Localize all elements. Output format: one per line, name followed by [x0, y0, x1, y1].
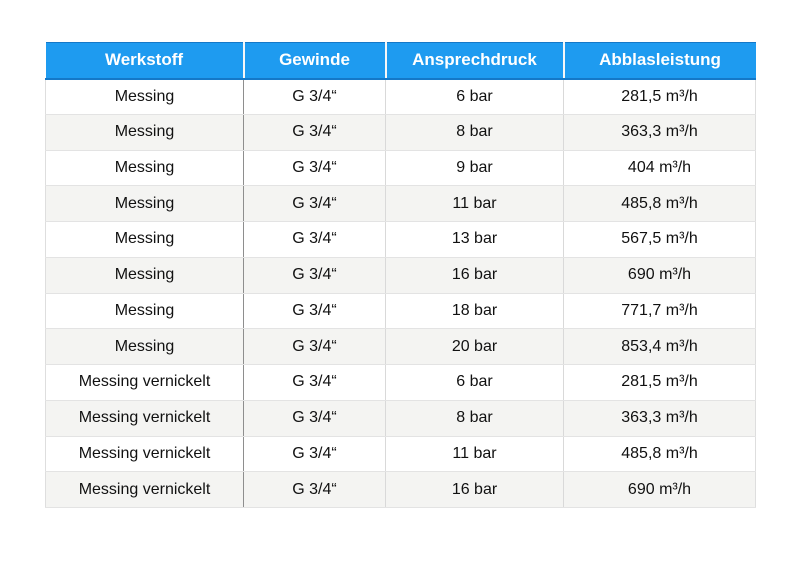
cell-gewinde: G 3/4“: [243, 257, 386, 294]
table-row: Messing G 3/4“ 18 bar 771,7 m³/h: [45, 293, 756, 330]
cell-abblasleistung: 485,8 m³/h: [563, 436, 756, 473]
cell-werkstoff: Messing: [45, 114, 244, 151]
cell-ansprechdruck: 8 bar: [385, 400, 564, 437]
table-row: Messing G 3/4“ 8 bar 363,3 m³/h: [45, 114, 756, 151]
cell-werkstoff: Messing: [45, 328, 244, 365]
cell-abblasleistung: 404 m³/h: [563, 150, 756, 187]
cell-abblasleistung: 690 m³/h: [563, 257, 756, 294]
col-header-gewinde: Gewinde: [242, 42, 386, 80]
table-body: Messing G 3/4“ 6 bar 281,5 m³/h Messing G 3/4…: [45, 78, 756, 508]
cell-gewinde: G 3/4“: [243, 185, 386, 222]
table-row: Messing vernickelt G 3/4“ 11 bar 485,8 m³/h: [45, 436, 756, 473]
spec-table: Werkstoff Gewinde Ansprechdruck Abblasle…: [45, 42, 756, 508]
cell-werkstoff: Messing vernickelt: [45, 471, 244, 508]
cell-abblasleistung: 485,8 m³/h: [563, 185, 756, 222]
cell-ansprechdruck: 8 bar: [385, 114, 564, 151]
cell-ansprechdruck: 6 bar: [385, 78, 564, 115]
table-row: Messing vernickelt G 3/4“ 8 bar 363,3 m³/h: [45, 400, 756, 437]
col-header-ansprechdruck: Ansprechdruck: [384, 42, 564, 80]
cell-werkstoff: Messing: [45, 78, 244, 115]
cell-ansprechdruck: 9 bar: [385, 150, 564, 187]
cell-ansprechdruck: 11 bar: [385, 185, 564, 222]
cell-werkstoff: Messing: [45, 221, 244, 258]
col-header-abblasleistung: Abblasleistung: [562, 42, 756, 80]
table-row: Messing vernickelt G 3/4“ 6 bar 281,5 m³/h: [45, 364, 756, 401]
cell-werkstoff: Messing: [45, 257, 244, 294]
cell-abblasleistung: 281,5 m³/h: [563, 78, 756, 115]
cell-abblasleistung: 567,5 m³/h: [563, 221, 756, 258]
cell-abblasleistung: 771,7 m³/h: [563, 293, 756, 330]
cell-gewinde: G 3/4“: [243, 114, 386, 151]
cell-gewinde: G 3/4“: [243, 364, 386, 401]
cell-ansprechdruck: 20 bar: [385, 328, 564, 365]
cell-gewinde: G 3/4“: [243, 328, 386, 365]
cell-werkstoff: Messing vernickelt: [45, 400, 244, 437]
table-row: Messing G 3/4“ 9 bar 404 m³/h: [45, 150, 756, 187]
cell-ansprechdruck: 16 bar: [385, 471, 564, 508]
cell-werkstoff: Messing vernickelt: [45, 436, 244, 473]
table-row: Messing G 3/4“ 6 bar 281,5 m³/h: [45, 78, 756, 115]
col-header-werkstoff: Werkstoff: [45, 42, 244, 80]
cell-ansprechdruck: 18 bar: [385, 293, 564, 330]
cell-abblasleistung: 363,3 m³/h: [563, 400, 756, 437]
cell-ansprechdruck: 16 bar: [385, 257, 564, 294]
cell-werkstoff: Messing: [45, 185, 244, 222]
cell-ansprechdruck: 11 bar: [385, 436, 564, 473]
cell-werkstoff: Messing: [45, 150, 244, 187]
cell-abblasleistung: 853,4 m³/h: [563, 328, 756, 365]
cell-gewinde: G 3/4“: [243, 471, 386, 508]
cell-abblasleistung: 281,5 m³/h: [563, 364, 756, 401]
cell-ansprechdruck: 6 bar: [385, 364, 564, 401]
cell-gewinde: G 3/4“: [243, 221, 386, 258]
header-row: Werkstoff Gewinde Ansprechdruck Abblasle…: [45, 42, 756, 80]
cell-gewinde: G 3/4“: [243, 293, 386, 330]
table-row: Messing G 3/4“ 20 bar 853,4 m³/h: [45, 328, 756, 365]
table-row: Messing G 3/4“ 13 bar 567,5 m³/h: [45, 221, 756, 258]
table-row: Messing G 3/4“ 16 bar 690 m³/h: [45, 257, 756, 294]
cell-werkstoff: Messing: [45, 293, 244, 330]
cell-abblasleistung: 363,3 m³/h: [563, 114, 756, 151]
table-row: Messing G 3/4“ 11 bar 485,8 m³/h: [45, 185, 756, 222]
cell-ansprechdruck: 13 bar: [385, 221, 564, 258]
cell-gewinde: G 3/4“: [243, 150, 386, 187]
cell-gewinde: G 3/4“: [243, 436, 386, 473]
cell-werkstoff: Messing vernickelt: [45, 364, 244, 401]
cell-gewinde: G 3/4“: [243, 78, 386, 115]
cell-gewinde: G 3/4“: [243, 400, 386, 437]
table-row: Messing vernickelt G 3/4“ 16 bar 690 m³/h: [45, 471, 756, 508]
cell-abblasleistung: 690 m³/h: [563, 471, 756, 508]
